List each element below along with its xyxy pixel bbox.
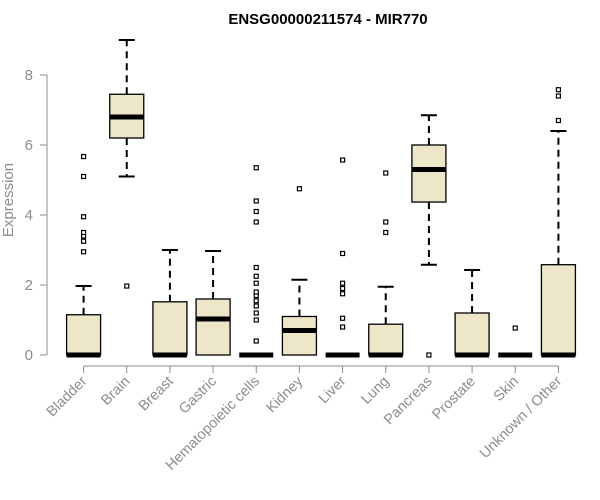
y-tick-label: 4 [25, 207, 33, 224]
outlier-point [80, 153, 87, 160]
outlier-point [339, 324, 346, 330]
outlier-point [253, 219, 259, 225]
outlier-point [339, 280, 346, 286]
box-body [195, 298, 231, 356]
outlier-point [339, 285, 346, 292]
outlier-point [512, 325, 518, 331]
y-tick-label: 6 [25, 137, 33, 154]
outlier-point [253, 208, 259, 215]
outlier-point [339, 157, 346, 163]
outlier-point [555, 117, 562, 124]
outlier-point [253, 280, 259, 286]
box-body [411, 144, 447, 203]
x-tick-label: Lung [358, 374, 392, 408]
x-tick-label: Skin [491, 374, 522, 405]
outlier-point [253, 298, 259, 304]
box-body [152, 301, 188, 356]
x-tick-label: Prostate [429, 374, 478, 423]
y-axis-label: Expression [0, 163, 17, 237]
outlier-point [80, 173, 87, 180]
box-hematopoietic-cells [239, 165, 274, 358]
box-body [65, 314, 102, 356]
x-tick-label: Brain [98, 374, 133, 409]
x-tick-label: Liver [316, 373, 350, 407]
box-group [65, 39, 577, 358]
outlier-point [555, 87, 562, 93]
x-tick-label: Breast [136, 374, 177, 415]
box-bladder [65, 153, 102, 358]
box-kidney [281, 186, 318, 356]
box-body [281, 315, 318, 356]
outlier-point [339, 250, 346, 257]
outlier-point [339, 315, 346, 321]
outlier-point [253, 303, 259, 309]
box-brain [109, 39, 145, 289]
outlier-point [253, 317, 259, 323]
outlier-point [383, 219, 389, 225]
y-tick-label: 0 [25, 347, 33, 364]
x-tick-label: Bladder [44, 373, 91, 420]
outlier-point [80, 229, 87, 236]
box-pancreas [411, 114, 447, 358]
outlier-point [253, 273, 259, 279]
x-tick-label: Unknown / Other [477, 373, 565, 461]
outlier-point [253, 198, 259, 204]
outlier-point [253, 310, 259, 316]
outlier-point [426, 352, 432, 358]
y-tick-label: 2 [25, 277, 33, 294]
outlier-point [339, 291, 346, 297]
box-body [368, 323, 404, 356]
box-breast [152, 249, 188, 358]
box-prostate [454, 268, 490, 358]
outlier-point [555, 93, 562, 99]
outlier-point [80, 214, 87, 220]
box-skin [498, 325, 533, 358]
outlier-point [253, 165, 259, 171]
box-liver [325, 157, 360, 358]
x-tick-label: Kidney [264, 373, 307, 416]
y-tick-label: 8 [25, 67, 33, 84]
outlier-point [383, 170, 389, 176]
box-body [454, 312, 490, 356]
outlier-point [253, 289, 259, 295]
outlier-point [383, 229, 389, 236]
box-gastric [195, 250, 231, 356]
outlier-point [124, 283, 130, 289]
box-body [540, 264, 577, 356]
outlier-point [80, 249, 87, 255]
outlier-point [253, 338, 259, 344]
outlier-point [253, 264, 259, 271]
outlier-point [80, 238, 87, 244]
outlier-point [296, 186, 303, 192]
y-axis: 0 2 4 6 8 [25, 67, 48, 364]
box-unknown-other [540, 87, 577, 358]
chart-title: ENSG00000211574 - MIR770 [228, 11, 427, 28]
box-lung [368, 170, 404, 358]
